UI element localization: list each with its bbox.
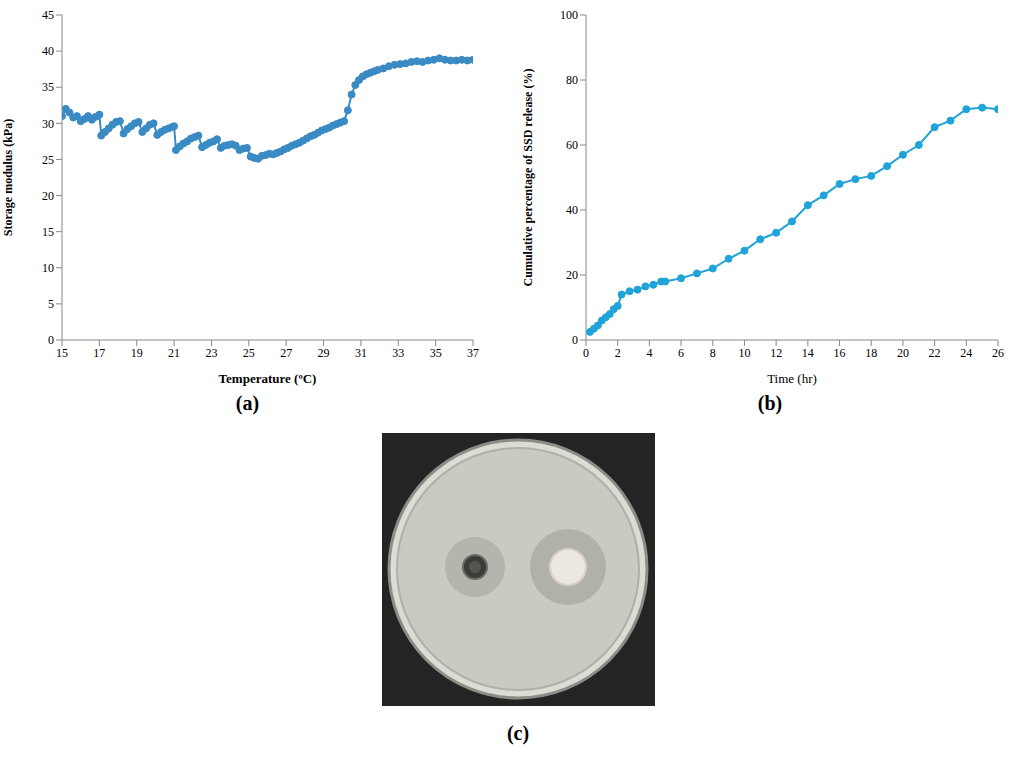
svg-text:29: 29 <box>318 346 330 360</box>
svg-text:24: 24 <box>960 346 972 360</box>
svg-text:31: 31 <box>355 346 367 360</box>
html-text:(a): (a) <box>235 392 260 414</box>
svg-text:40: 40 <box>42 44 54 58</box>
svg-text:20: 20 <box>897 346 909 360</box>
svg-text:0: 0 <box>48 333 54 347</box>
svg-text:27: 27 <box>280 346 292 360</box>
svg-text:6: 6 <box>678 346 684 360</box>
svg-text:10: 10 <box>42 261 54 275</box>
html-text:(c): (c) <box>506 722 530 744</box>
svg-text:4: 4 <box>646 346 652 360</box>
svg-text:35: 35 <box>42 80 54 94</box>
svg-text:5: 5 <box>48 297 54 311</box>
svg-text:0: 0 <box>583 346 589 360</box>
svg-text:45: 45 <box>42 8 54 22</box>
svg-text:18: 18 <box>865 346 877 360</box>
svg-text:23: 23 <box>205 346 217 360</box>
html-text:(b): (b) <box>757 392 783 414</box>
svg-text:10: 10 <box>738 346 750 360</box>
svg-text:Cumulative percentage of SSD r: Cumulative percentage of SSD release (%) <box>521 69 535 287</box>
svg-text:Time (hr): Time (hr) <box>767 371 817 386</box>
svg-text:100: 100 <box>560 8 578 22</box>
svg-text:21: 21 <box>168 346 180 360</box>
svg-text:8: 8 <box>710 346 716 360</box>
svg-text:22: 22 <box>929 346 941 360</box>
svg-text:80: 80 <box>566 73 578 87</box>
svg-text:60: 60 <box>566 138 578 152</box>
svg-text:15: 15 <box>42 225 54 239</box>
svg-text:2: 2 <box>615 346 621 360</box>
svg-text:37: 37 <box>467 346 479 360</box>
svg-text:25: 25 <box>243 346 255 360</box>
svg-text:0: 0 <box>572 333 578 347</box>
svg-text:15: 15 <box>56 346 68 360</box>
svg-text:25: 25 <box>42 153 54 167</box>
svg-text:12: 12 <box>770 346 782 360</box>
svg-text:26: 26 <box>992 346 1004 360</box>
svg-text:35: 35 <box>430 346 442 360</box>
svg-text:14: 14 <box>802 346 814 360</box>
svg-text:33: 33 <box>392 346 404 360</box>
svg-text:Storage modulus (kPa): Storage modulus (kPa) <box>1 119 15 236</box>
svg-text:40: 40 <box>566 203 578 217</box>
svg-text:16: 16 <box>834 346 846 360</box>
svg-text:30: 30 <box>42 117 54 131</box>
svg-text:20: 20 <box>42 189 54 203</box>
svg-text:Temperature (ºC): Temperature (ºC) <box>219 371 317 386</box>
svg-text:19: 19 <box>131 346 143 360</box>
svg-text:17: 17 <box>93 346 105 360</box>
svg-text:20: 20 <box>566 268 578 282</box>
